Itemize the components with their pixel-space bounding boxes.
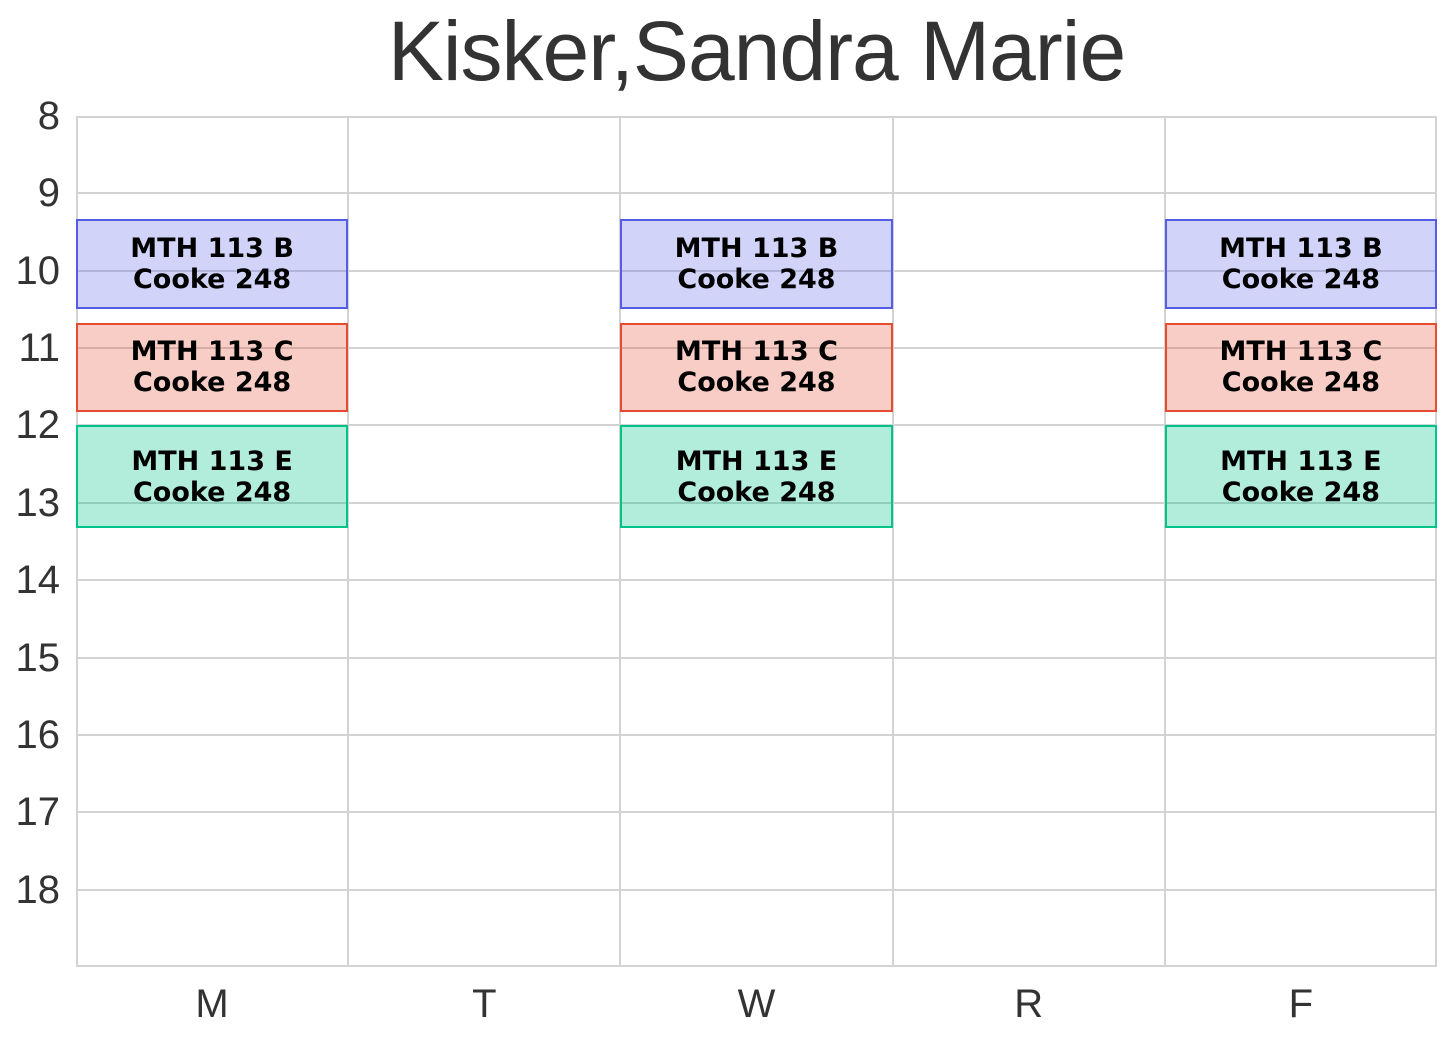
- day-gridline: [1435, 116, 1437, 967]
- hour-gridline: [76, 347, 1437, 350]
- day-gridline: [891, 116, 894, 967]
- class-block: MTH 113 E Cooke 248: [620, 425, 893, 529]
- class-block-course: MTH 113 B: [1219, 233, 1383, 265]
- class-block-course: MTH 113 E: [131, 445, 293, 477]
- y-tick-label: 10: [15, 248, 61, 293]
- y-tick-label: 11: [18, 326, 60, 371]
- day-label: F: [1288, 982, 1314, 1026]
- hour-gridline: [76, 192, 1437, 195]
- hour-gridline: [76, 501, 1437, 504]
- hour-gridline: [76, 269, 1437, 272]
- class-block-course: MTH 113 B: [674, 233, 839, 265]
- class-block-course: MTH 113 C: [130, 336, 294, 368]
- class-block-room: Cooke 248: [677, 367, 836, 399]
- day-gridline: [619, 116, 622, 967]
- day-label: W: [737, 982, 776, 1026]
- y-tick-label: 9: [37, 171, 60, 216]
- class-block: MTH 113 C Cooke 248: [76, 322, 349, 413]
- hour-gridline: [76, 965, 1437, 967]
- class-block-room: Cooke 248: [1221, 476, 1380, 508]
- y-tick-label: 8: [37, 94, 60, 138]
- class-block-room: Cooke 248: [132, 367, 292, 399]
- class-block-course: MTH 113 E: [1220, 445, 1382, 477]
- day-label: M: [195, 982, 229, 1026]
- hour-gridline: [76, 811, 1437, 814]
- y-tick-label: 16: [15, 712, 61, 757]
- class-block: MTH 113 E Cooke 248: [76, 425, 349, 529]
- class-block-course: MTH 113 B: [130, 233, 294, 265]
- y-tick-label: 14: [15, 558, 61, 603]
- class-block-room: Cooke 248: [132, 264, 292, 296]
- plot-area: MTH 113 B Cooke 248 MTH 113 B Cooke 248 MTH …: [76, 116, 1437, 967]
- class-block: MTH 113 B Cooke 248: [1164, 218, 1437, 310]
- class-block: MTH 113 C Cooke 248: [620, 322, 893, 413]
- hour-gridline: [76, 888, 1437, 891]
- class-block: MTH 113 C Cooke 248: [1164, 322, 1437, 413]
- y-tick-label: 12: [15, 403, 61, 448]
- day-label: R: [1014, 982, 1044, 1026]
- y-tick-label: 18: [15, 867, 61, 912]
- class-block-room: Cooke 248: [1221, 264, 1380, 296]
- y-tick-label: 17: [15, 790, 61, 835]
- class-block-course: MTH 113 C: [675, 336, 838, 368]
- class-block: MTH 113 E Cooke 248: [1164, 425, 1437, 529]
- class-block-course: MTH 113 E: [675, 445, 838, 477]
- day-label: T: [472, 982, 497, 1026]
- class-block-course: MTH 113 C: [1219, 336, 1383, 368]
- chart-title: Kisker,Sandra Marie: [387, 4, 1126, 98]
- hour-gridline: [76, 733, 1437, 736]
- class-block: MTH 113 B Cooke 248: [76, 218, 349, 310]
- class-block-room: Cooke 248: [1221, 367, 1380, 399]
- day-gridline: [76, 116, 78, 967]
- y-tick-label: 13: [15, 480, 61, 525]
- class-block-room: Cooke 248: [677, 476, 836, 508]
- day-gridline: [347, 116, 350, 967]
- day-gridline: [1163, 116, 1166, 967]
- class-block-room: Cooke 248: [677, 264, 836, 296]
- hour-gridline: [76, 579, 1437, 582]
- hour-gridline: [76, 116, 1437, 118]
- class-block-room: Cooke 248: [132, 476, 292, 508]
- hour-gridline: [76, 656, 1437, 659]
- y-tick-label: 15: [15, 635, 61, 680]
- class-block: MTH 113 B Cooke 248: [620, 218, 893, 310]
